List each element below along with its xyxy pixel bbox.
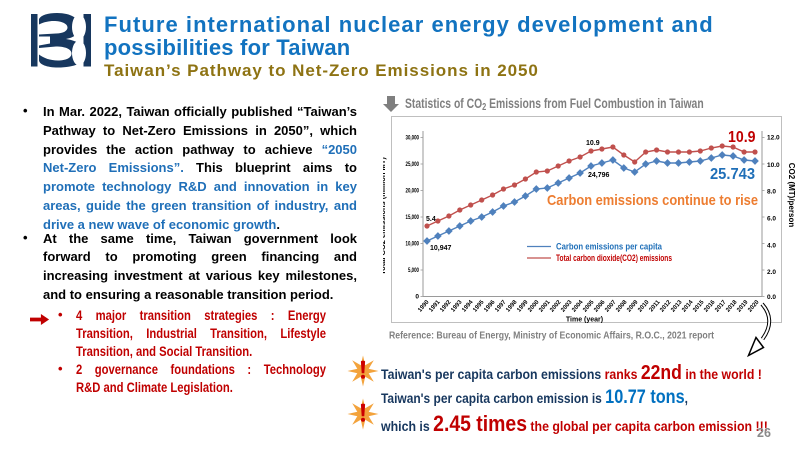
svg-text:2.0: 2.0: [767, 269, 776, 276]
svg-text:10.0: 10.0: [767, 162, 780, 169]
svg-text:CO2 (MT)/person: CO2 (MT)/person: [787, 163, 796, 228]
svg-text:Total CO2 emissions (million M: Total CO2 emissions (million MT): [383, 157, 387, 275]
svg-text:4.0: 4.0: [767, 243, 776, 250]
svg-text:20,000: 20,000: [406, 188, 420, 195]
svg-text:12.0: 12.0: [767, 135, 780, 142]
svg-text:10,000: 10,000: [406, 241, 420, 248]
svg-text:5.4: 5.4: [426, 216, 436, 223]
svg-text:Total carbon dioxide(CO2) emis: Total carbon dioxide(CO2) emissions: [556, 253, 672, 264]
svg-text:25,000: 25,000: [406, 161, 420, 168]
svg-text:25.743: 25.743: [710, 166, 755, 183]
svg-text:10.9: 10.9: [728, 129, 756, 146]
svg-text:10.9: 10.9: [586, 140, 600, 147]
svg-text:Carbon emissions per capita: Carbon emissions per capita: [556, 242, 663, 253]
svg-text:6.0: 6.0: [767, 216, 776, 223]
svg-text:5,000: 5,000: [408, 267, 419, 274]
svg-text:Carbon emissions continue to r: Carbon emissions continue to rise: [547, 192, 758, 209]
svg-text:0.0: 0.0: [767, 294, 776, 301]
svg-text:10,947: 10,947: [430, 245, 452, 252]
svg-text:24,796: 24,796: [588, 172, 610, 179]
svg-text:0: 0: [415, 294, 419, 301]
svg-text:30,000: 30,000: [406, 135, 420, 142]
svg-text:Reference: Bureau of Energy, M: Reference: Bureau of Energy, Ministry of…: [389, 330, 714, 342]
svg-text:Time (year): Time (year): [566, 317, 603, 324]
svg-text:8.0: 8.0: [767, 189, 776, 196]
svg-text:15,000: 15,000: [406, 214, 420, 221]
